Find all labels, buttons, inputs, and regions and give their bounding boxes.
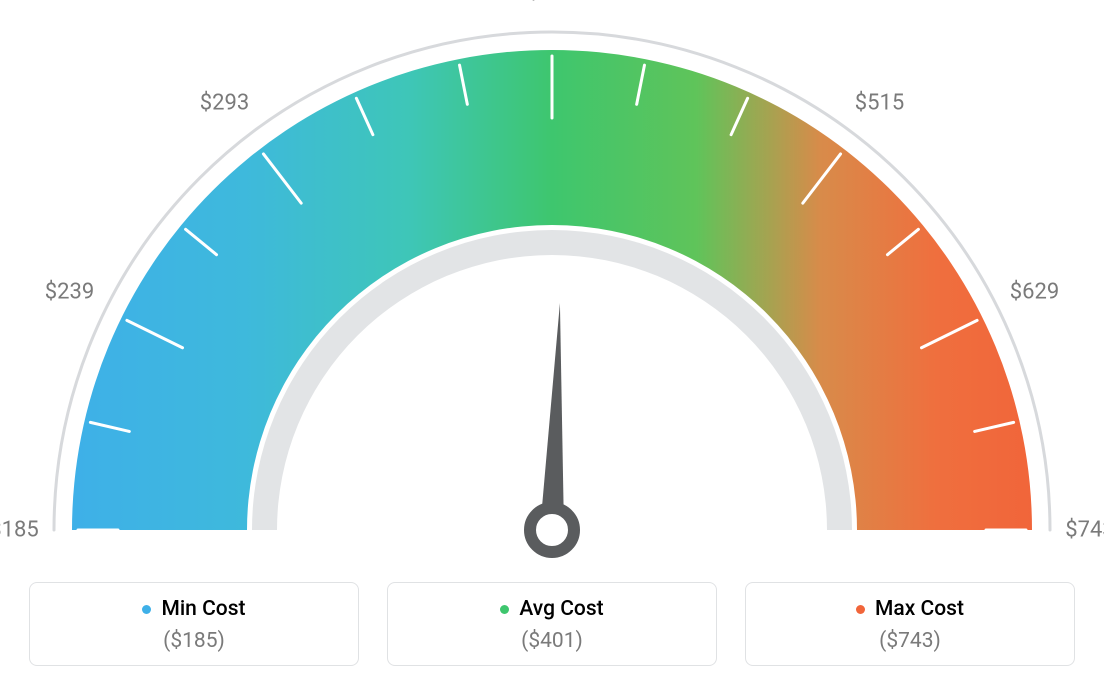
legend-dot-max	[856, 605, 865, 614]
legend-dot-avg	[500, 605, 509, 614]
legend-card-avg: Avg Cost ($401)	[387, 582, 717, 666]
legend-value-avg: ($401)	[398, 629, 706, 653]
gauge-tick-label: $629	[1010, 280, 1059, 305]
legend-label-min: Min Cost	[161, 597, 245, 621]
legend-title-max: Max Cost	[856, 597, 964, 621]
gauge-tick-label: $743	[1065, 518, 1104, 543]
gauge-tick-label: $185	[0, 518, 39, 543]
gauge-tick-label: $515	[855, 91, 904, 116]
legend-title-min: Min Cost	[142, 597, 245, 621]
legend-value-max: ($743)	[756, 629, 1064, 653]
legend-row: Min Cost ($185) Avg Cost ($401) Max Cost…	[0, 582, 1104, 666]
cost-gauge-chart: $185 $239 $293 $401 $515 $629 $743 Min Cost ($…	[0, 0, 1104, 690]
legend-value-min: ($185)	[40, 629, 348, 653]
legend-card-min: Min Cost ($185)	[29, 582, 359, 666]
legend-label-max: Max Cost	[875, 597, 964, 621]
gauge-tick-label: $239	[45, 280, 94, 305]
legend-label-avg: Avg Cost	[519, 597, 603, 621]
legend-title-avg: Avg Cost	[500, 597, 603, 621]
gauge-tick-label: $401	[527, 0, 576, 5]
gauge-area: $185$239$293$401$515$629$743	[0, 10, 1104, 570]
legend-dot-min	[142, 605, 151, 614]
gauge-tick-label: $293	[200, 91, 249, 116]
legend-card-max: Max Cost ($743)	[745, 582, 1075, 666]
gauge-svg	[0, 10, 1104, 580]
